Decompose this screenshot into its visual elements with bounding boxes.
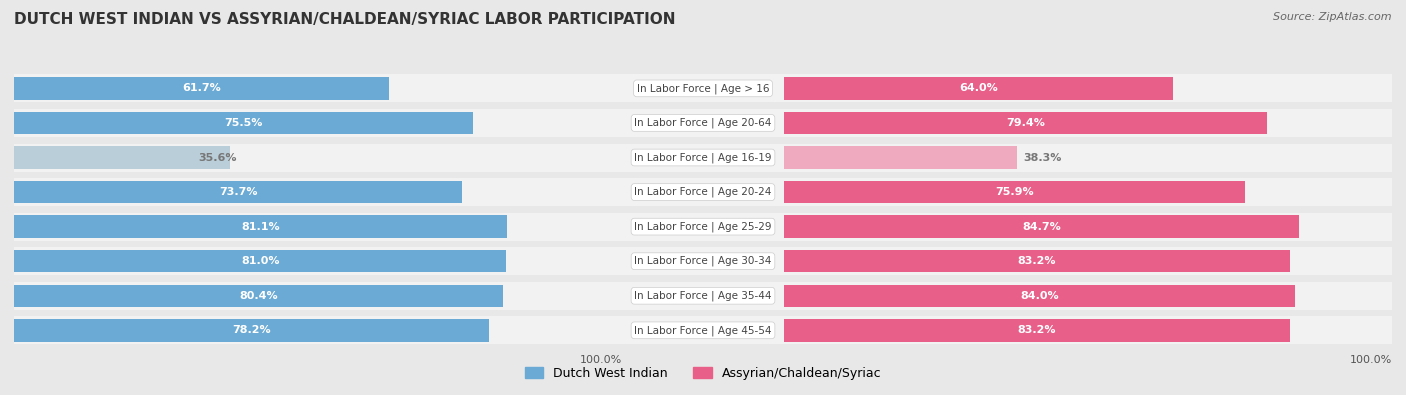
Bar bbox=[785, 112, 1267, 134]
Text: 78.2%: 78.2% bbox=[232, 325, 271, 335]
Text: 38.3%: 38.3% bbox=[1024, 152, 1062, 162]
Bar bbox=[785, 181, 1246, 203]
Bar bbox=[14, 247, 621, 275]
Bar bbox=[785, 319, 1289, 342]
Bar bbox=[14, 284, 503, 307]
Text: 73.7%: 73.7% bbox=[219, 187, 257, 197]
Bar bbox=[14, 74, 621, 102]
Bar bbox=[621, 178, 785, 206]
Text: In Labor Force | Age 30-34: In Labor Force | Age 30-34 bbox=[634, 256, 772, 267]
Text: In Labor Force | Age 25-29: In Labor Force | Age 25-29 bbox=[634, 221, 772, 232]
Bar bbox=[14, 250, 506, 273]
Bar bbox=[14, 109, 621, 137]
Text: In Labor Force | Age 20-24: In Labor Force | Age 20-24 bbox=[634, 187, 772, 198]
Bar bbox=[14, 319, 489, 342]
Bar bbox=[621, 109, 785, 137]
Text: In Labor Force | Age 20-64: In Labor Force | Age 20-64 bbox=[634, 118, 772, 128]
Text: In Labor Force | Age 45-54: In Labor Force | Age 45-54 bbox=[634, 325, 772, 336]
Bar bbox=[785, 247, 1392, 275]
Text: 75.9%: 75.9% bbox=[995, 187, 1033, 197]
Text: 64.0%: 64.0% bbox=[959, 83, 998, 93]
Bar bbox=[621, 74, 785, 102]
Bar bbox=[621, 213, 785, 241]
Text: In Labor Force | Age 16-19: In Labor Force | Age 16-19 bbox=[634, 152, 772, 163]
Text: 81.1%: 81.1% bbox=[242, 222, 280, 231]
Text: In Labor Force | Age 35-44: In Labor Force | Age 35-44 bbox=[634, 290, 772, 301]
Bar bbox=[14, 178, 621, 206]
Text: 79.4%: 79.4% bbox=[1005, 118, 1045, 128]
Bar bbox=[14, 215, 508, 238]
Bar bbox=[785, 213, 1392, 241]
Text: DUTCH WEST INDIAN VS ASSYRIAN/CHALDEAN/SYRIAC LABOR PARTICIPATION: DUTCH WEST INDIAN VS ASSYRIAN/CHALDEAN/S… bbox=[14, 12, 675, 27]
Bar bbox=[14, 282, 621, 310]
Bar bbox=[785, 146, 1017, 169]
Text: 81.0%: 81.0% bbox=[240, 256, 280, 266]
Text: 100.0%: 100.0% bbox=[1350, 355, 1392, 365]
Text: 75.5%: 75.5% bbox=[225, 118, 263, 128]
Text: 83.2%: 83.2% bbox=[1018, 256, 1056, 266]
Bar bbox=[785, 77, 1173, 100]
Bar bbox=[14, 77, 389, 100]
Bar bbox=[14, 143, 621, 171]
Bar bbox=[621, 282, 785, 310]
Bar bbox=[621, 316, 785, 344]
Text: 80.4%: 80.4% bbox=[239, 291, 278, 301]
Text: Source: ZipAtlas.com: Source: ZipAtlas.com bbox=[1274, 12, 1392, 22]
Bar bbox=[14, 181, 463, 203]
Text: 100.0%: 100.0% bbox=[579, 355, 621, 365]
Bar bbox=[785, 143, 1392, 171]
Bar bbox=[621, 247, 785, 275]
Bar bbox=[785, 284, 1295, 307]
Legend: Dutch West Indian, Assyrian/Chaldean/Syriac: Dutch West Indian, Assyrian/Chaldean/Syr… bbox=[520, 362, 886, 385]
Text: 84.7%: 84.7% bbox=[1022, 222, 1062, 231]
Text: In Labor Force | Age > 16: In Labor Force | Age > 16 bbox=[637, 83, 769, 94]
Bar bbox=[785, 178, 1392, 206]
Bar bbox=[14, 213, 621, 241]
Bar bbox=[785, 109, 1392, 137]
Bar bbox=[785, 250, 1289, 273]
Bar bbox=[785, 215, 1299, 238]
Bar bbox=[785, 282, 1392, 310]
Text: 61.7%: 61.7% bbox=[183, 83, 221, 93]
Text: 84.0%: 84.0% bbox=[1019, 291, 1059, 301]
Bar bbox=[785, 74, 1392, 102]
Text: 83.2%: 83.2% bbox=[1018, 325, 1056, 335]
Bar bbox=[14, 112, 472, 134]
Bar bbox=[621, 143, 785, 171]
Bar bbox=[14, 316, 621, 344]
Text: 35.6%: 35.6% bbox=[198, 152, 236, 162]
Bar bbox=[14, 146, 231, 169]
Bar bbox=[785, 316, 1392, 344]
